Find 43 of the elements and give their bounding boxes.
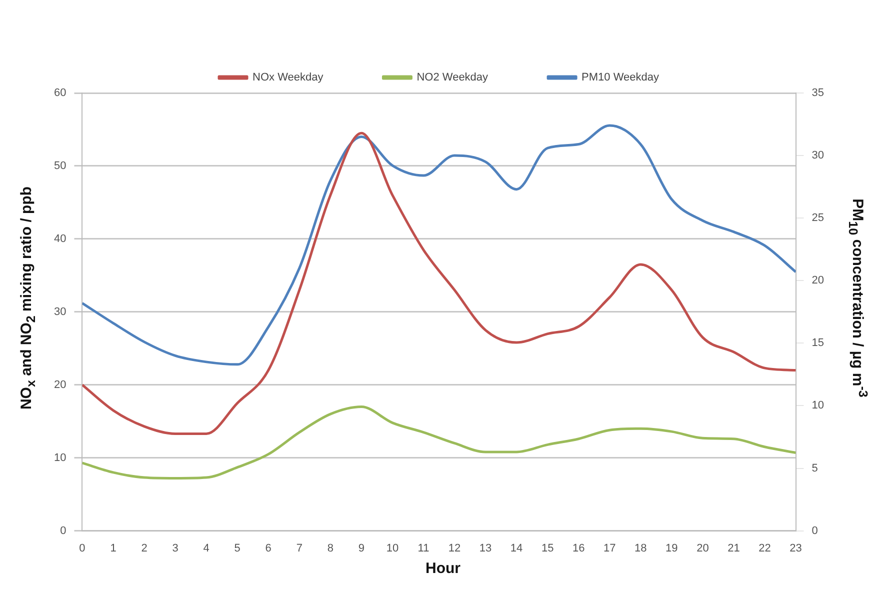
y2-tick-label: 35	[812, 87, 824, 100]
y-tick-label: 30	[54, 306, 66, 318]
y2-tick-label: 5	[812, 462, 818, 474]
y2-tick-label: 30	[812, 150, 824, 162]
x-tick-label: 18	[634, 542, 647, 554]
x-tick-label: 23	[790, 542, 802, 554]
x-tick-label: 11	[418, 542, 430, 554]
legend-label: NOx Weekday	[252, 72, 324, 84]
x-tick-label: 3	[172, 542, 178, 554]
x-axis-title: Hour	[424, 560, 462, 577]
y2-tick-label: 0	[812, 524, 818, 537]
x-tick-label: 15	[541, 542, 554, 554]
y2-tick-label: 10	[812, 400, 824, 412]
x-tick-label: 13	[479, 542, 492, 554]
y-tick-label: 60	[54, 87, 66, 100]
x-tick-label: 1	[110, 542, 116, 554]
x-tick-label: 17	[604, 542, 616, 554]
x-tick-label: 7	[296, 542, 302, 554]
x-tick-label: 14	[510, 542, 523, 554]
x-tick-label: 10	[386, 542, 399, 554]
x-tick-label: 4	[203, 542, 210, 554]
legend-label: NO2 Weekday	[416, 72, 489, 84]
x-tick-label: 9	[358, 542, 365, 554]
y-tick-label: 0	[60, 524, 66, 537]
y2-tick-label: 20	[812, 274, 824, 287]
x-tick-label: 19	[666, 542, 678, 554]
x-tick-label: 20	[696, 542, 709, 554]
x-tick-label: 16	[572, 542, 585, 554]
y-tick-label: 10	[54, 452, 66, 464]
y2-tick-label: 25	[812, 212, 824, 224]
x-tick-label: 5	[234, 542, 240, 554]
y-tick-label: 50	[54, 160, 66, 172]
x-tick-label: 8	[327, 542, 334, 554]
y2-tick-label: 15	[812, 337, 824, 350]
y-tick-label: 20	[54, 378, 66, 391]
x-tick-label: 0	[79, 542, 86, 554]
x-tick-label: 21	[728, 542, 740, 554]
x-tick-label: 2	[141, 542, 148, 554]
x-tick-label: 6	[265, 542, 272, 554]
y-tick-label: 40	[54, 232, 66, 245]
legend-label: PM10 Weekday	[582, 72, 660, 84]
x-tick-label: 12	[448, 542, 461, 554]
x-tick-label: 22	[758, 542, 771, 554]
